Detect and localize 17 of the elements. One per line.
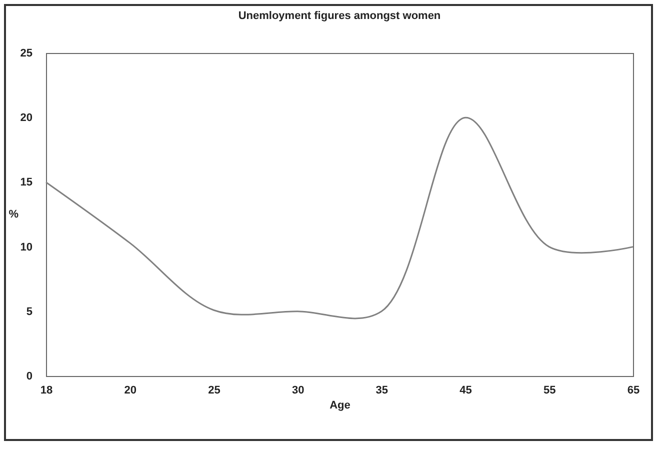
y-tick-label: 10 bbox=[20, 241, 32, 254]
x-tick-label: 45 bbox=[460, 384, 472, 396]
y-tick-label: 15 bbox=[20, 176, 32, 189]
y-tick-label: 20 bbox=[20, 112, 32, 124]
y-tick-label: 25 bbox=[20, 48, 32, 60]
x-tick-label: 18 bbox=[40, 384, 53, 396]
x-tick-label: 20 bbox=[124, 384, 136, 396]
y-tick-label: 0 bbox=[26, 370, 32, 382]
y-tick-label: 5 bbox=[26, 306, 32, 318]
x-tick-label: 35 bbox=[376, 384, 388, 396]
chart-title: Unemloyment figures amongst women bbox=[238, 10, 441, 22]
x-tick-label: 65 bbox=[627, 384, 640, 396]
x-tick-label: 30 bbox=[292, 384, 304, 396]
x-axis-title: Age bbox=[330, 400, 350, 412]
x-tick-label: 55 bbox=[544, 384, 556, 396]
x-tick-label: 25 bbox=[208, 384, 220, 396]
y-axis-title: % bbox=[8, 208, 19, 220]
